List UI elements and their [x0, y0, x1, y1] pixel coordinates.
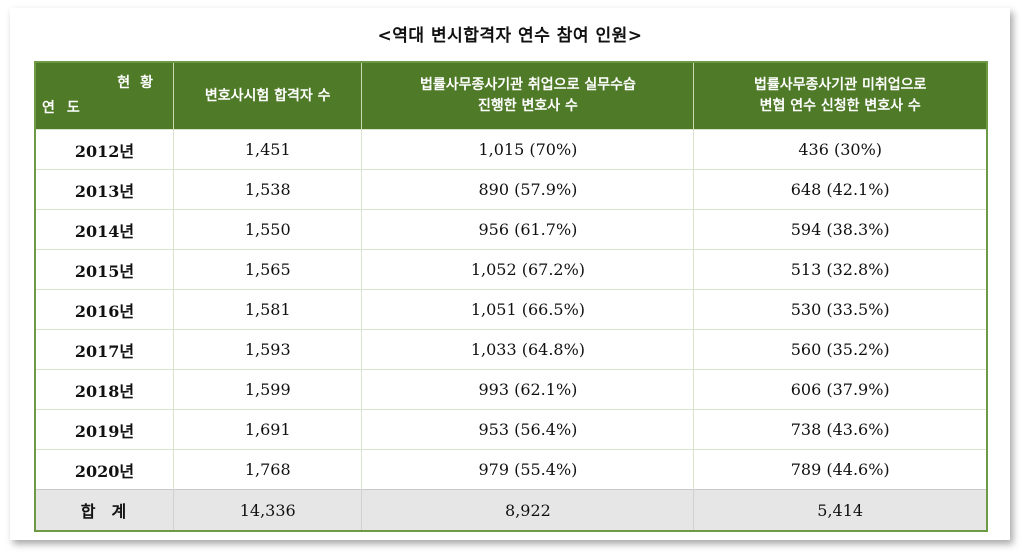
table-row: 2018년 1,599 993 (62.1%) 606 (37.9%): [35, 369, 987, 410]
table-row: 2014년 1,550 956 (61.7%) 594 (38.3%): [35, 209, 987, 250]
header-passers: 변호사시험 합격자 수: [173, 62, 363, 130]
header-passers-label: 변호사시험 합격자 수: [204, 87, 331, 104]
header-unemployed-line2: 변협 연수 신청한 변호사 수: [759, 98, 921, 114]
year-cell: 2016년: [35, 289, 174, 330]
table-row: 2015년 1,565 1,052 (67.2%) 513 (32.8%): [35, 249, 987, 290]
table-row: 2020년 1,768 979 (55.4%) 789 (44.6%): [35, 449, 987, 490]
unemployed-cell: 513 (32.8%): [693, 249, 987, 290]
unemployed-cell: 560 (35.2%): [693, 329, 987, 370]
employed-cell: 993 (62.1%): [361, 369, 695, 410]
table-title: <역대 변시합격자 연수 참여 인원>: [377, 26, 643, 46]
passers-cell: 1,691: [173, 409, 363, 450]
passers-cell: 1,451: [173, 129, 363, 170]
employed-cell: 979 (55.4%): [361, 449, 695, 490]
year-cell: 2019년: [35, 409, 174, 450]
unemployed-cell: 738 (43.6%): [693, 409, 987, 450]
unemployed-cell: 530 (33.5%): [693, 289, 987, 330]
passers-cell: 1,593: [173, 329, 363, 370]
total-row: 합계 14,336 8,922 5,414: [35, 489, 987, 531]
header-unemployed-line1: 법률사무종사기관 미취업으로: [754, 77, 927, 93]
table-row: 2016년 1,581 1,051 (66.5%) 530 (33.5%): [35, 289, 987, 330]
table-row: 2013년 1,538 890 (57.9%) 648 (42.1%): [35, 169, 987, 210]
document-card: <역대 변시합격자 연수 참여 인원> 현황 연도 변호사시험 합격자 수: [10, 8, 1010, 540]
unemployed-cell: 436 (30%): [693, 129, 987, 170]
year-cell: 2014년: [35, 209, 174, 250]
passers-cell: 1,768: [173, 449, 363, 490]
header-unemployed: 법률사무종사기관 미취업으로 변협 연수 신청한 변호사 수: [693, 62, 987, 130]
header-employed-line2: 진행한 변호사 수: [477, 98, 578, 114]
passers-cell: 1,538: [173, 169, 363, 210]
total-label: 합계: [35, 489, 174, 531]
year-cell: 2018년: [35, 369, 174, 410]
employed-cell: 953 (56.4%): [361, 409, 695, 450]
corner-header-bottom: 연도: [42, 100, 92, 116]
employed-cell: 1,033 (64.8%): [361, 329, 695, 370]
year-cell: 2012년: [35, 129, 174, 170]
header-employed-line1: 법률사무종사기관 취업으로 실무수습: [420, 77, 636, 93]
year-cell: 2017년: [35, 329, 174, 370]
employed-cell: 1,051 (66.5%): [361, 289, 695, 330]
passers-cell: 1,599: [173, 369, 363, 410]
passers-cell: 1,581: [173, 289, 363, 330]
data-table: 현황 연도 변호사시험 합격자 수 법률사무종사기관 취업으로 실무수습 진행한…: [34, 61, 988, 532]
passers-cell: 1,565: [173, 249, 363, 290]
table-row: 2017년 1,593 1,033 (64.8%) 560 (35.2%): [35, 329, 987, 370]
unemployed-cell: 648 (42.1%): [693, 169, 987, 210]
employed-cell: 1,052 (67.2%): [361, 249, 695, 290]
passers-cell: 1,550: [173, 209, 363, 250]
corner-header-top: 현황: [117, 75, 163, 91]
employed-cell: 956 (61.7%): [361, 209, 695, 250]
total-unemployed: 5,414: [693, 489, 987, 531]
employed-cell: 890 (57.9%): [361, 169, 695, 210]
corner-header: 현황 연도: [35, 62, 174, 130]
year-cell: 2020년: [35, 449, 174, 490]
employed-cell: 1,015 (70%): [361, 129, 695, 170]
unemployed-cell: 606 (37.9%): [693, 369, 987, 410]
header-employed: 법률사무종사기관 취업으로 실무수습 진행한 변호사 수: [361, 62, 695, 130]
total-passers: 14,336: [173, 489, 363, 531]
header-row: 현황 연도 변호사시험 합격자 수 법률사무종사기관 취업으로 실무수습 진행한…: [35, 62, 987, 130]
unemployed-cell: 594 (38.3%): [693, 209, 987, 250]
table-row: 2012년 1,451 1,015 (70%) 436 (30%): [35, 129, 987, 170]
unemployed-cell: 789 (44.6%): [693, 449, 987, 490]
total-employed: 8,922: [361, 489, 695, 531]
year-cell: 2013년: [35, 169, 174, 210]
table-row: 2019년 1,691 953 (56.4%) 738 (43.6%): [35, 409, 987, 450]
year-cell: 2015년: [35, 249, 174, 290]
